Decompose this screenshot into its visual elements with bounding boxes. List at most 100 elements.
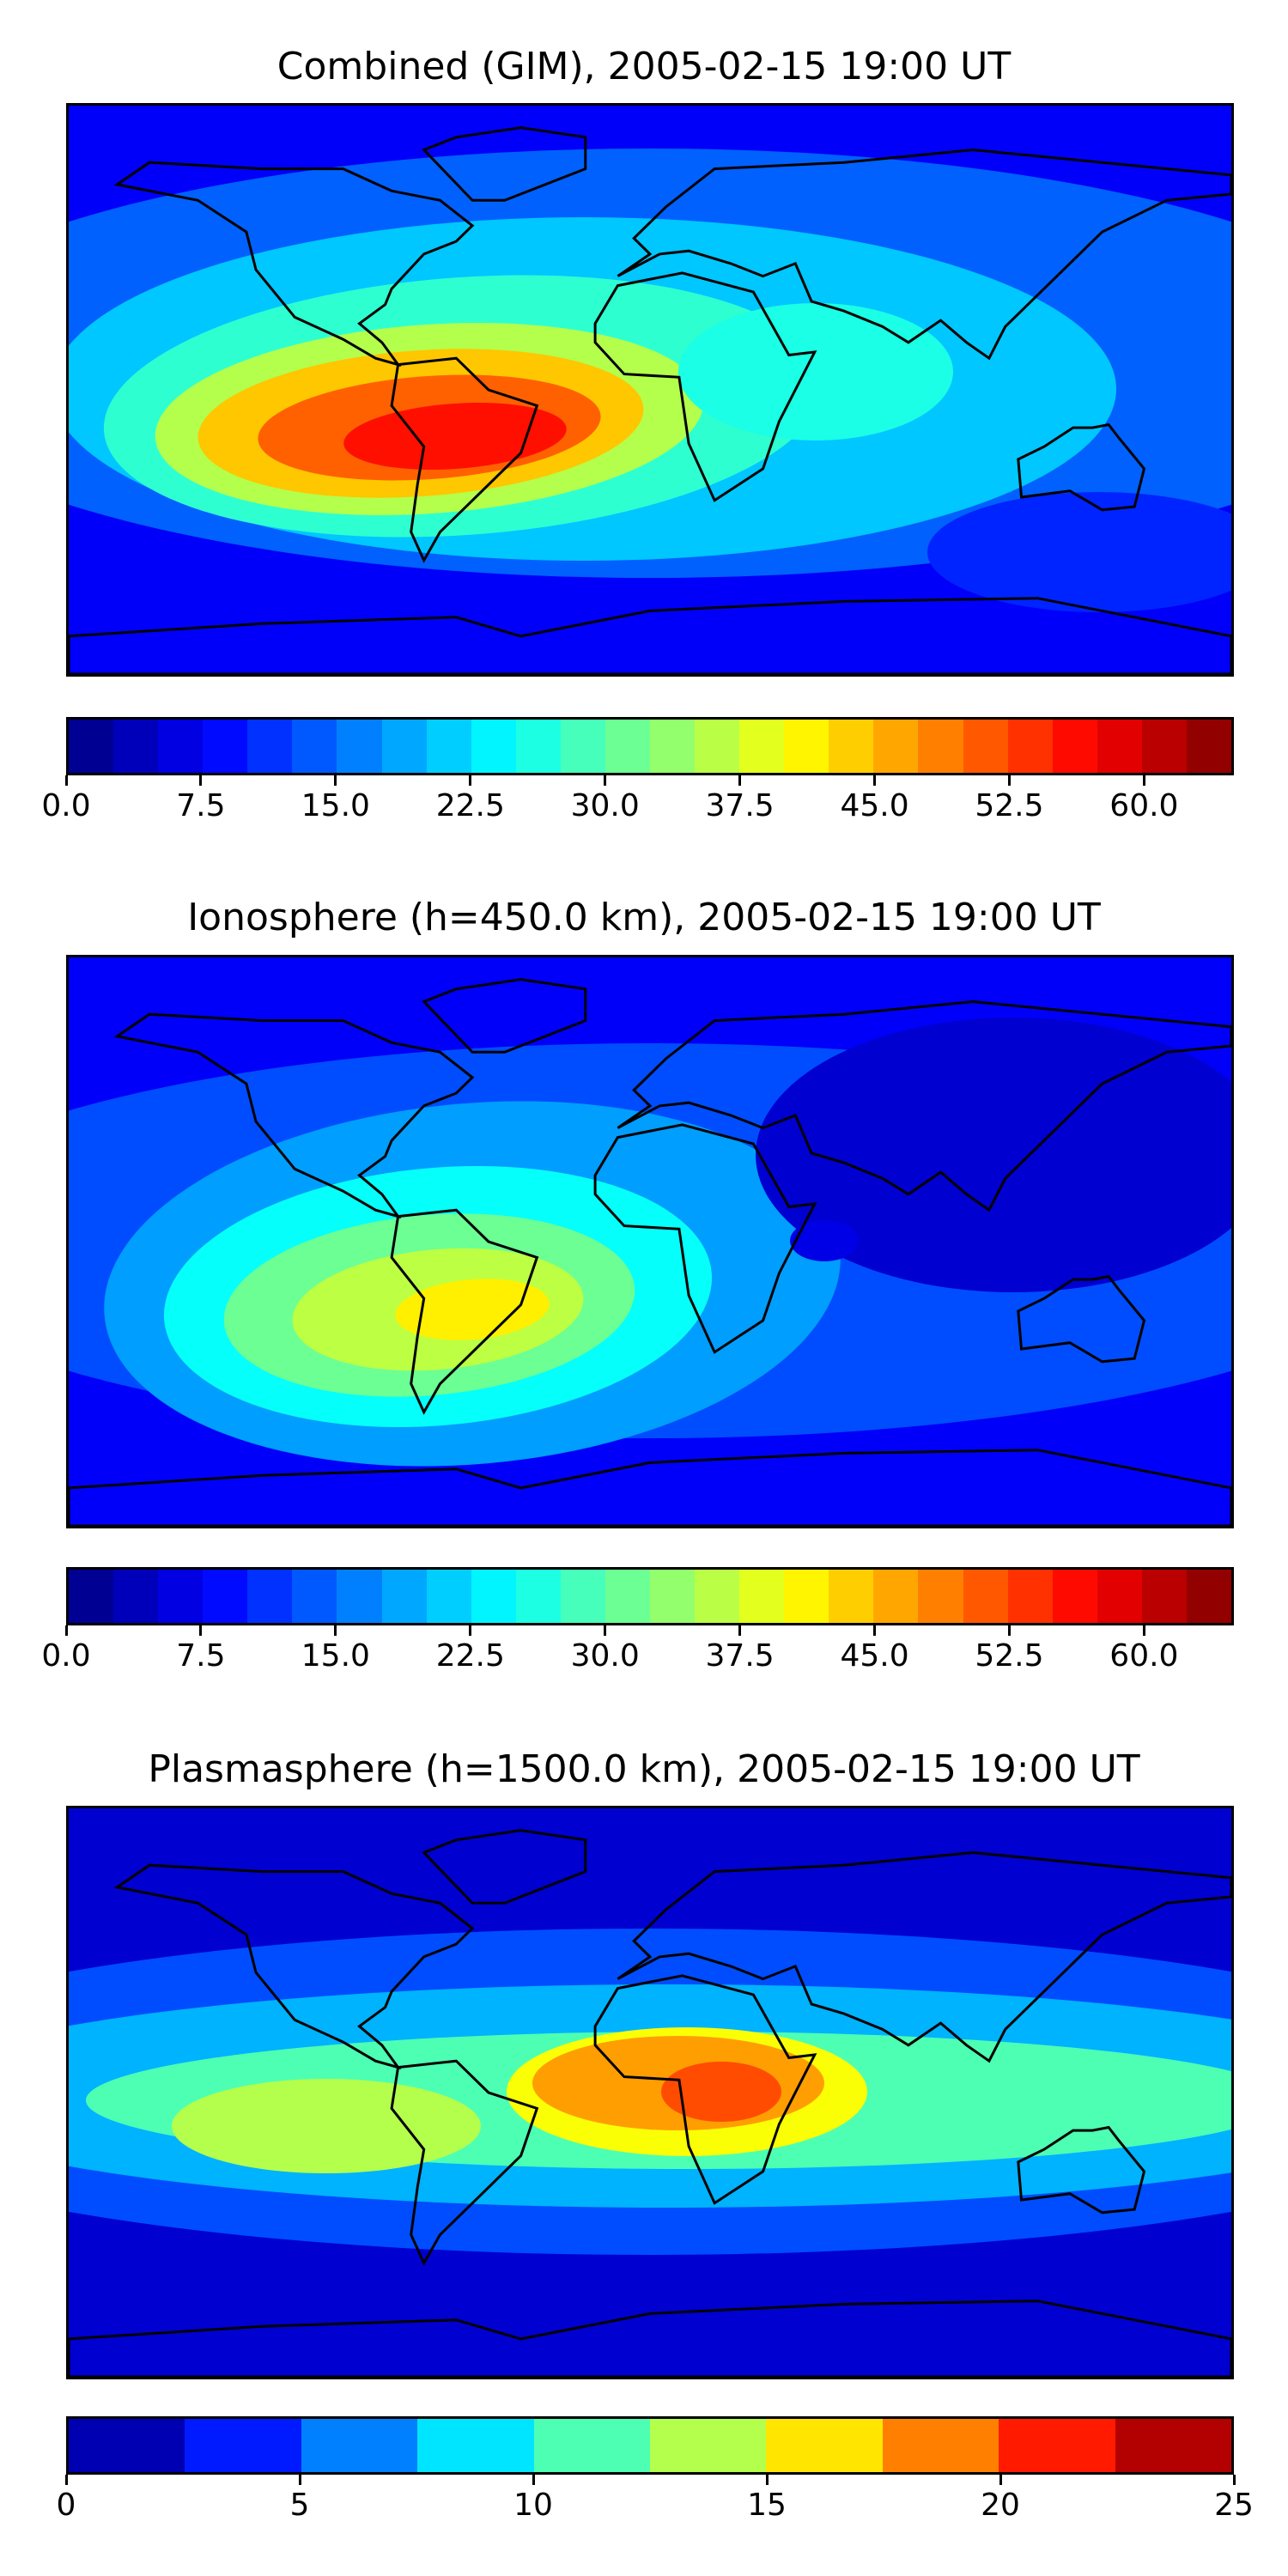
colorbar-tick-label: 15.0 xyxy=(301,788,370,823)
coastline-antarctica xyxy=(69,1449,1231,1526)
colorbar-segment xyxy=(605,720,651,773)
colorbar-segment xyxy=(650,720,696,773)
colorbar-segment xyxy=(515,1570,561,1623)
coastline-antarctica xyxy=(69,2300,1231,2377)
colorbar-segment xyxy=(337,1570,382,1623)
colorbar-tick-label: 30.0 xyxy=(570,1638,640,1674)
colorbar-tick xyxy=(1142,775,1145,786)
panel-2-colorbar xyxy=(66,1567,1234,1625)
colorbar-tick xyxy=(64,2475,68,2485)
colorbar-segment xyxy=(784,720,829,773)
colorbar-segment xyxy=(426,1570,471,1623)
colorbar-tick-label: 7.5 xyxy=(176,788,226,823)
map-svg xyxy=(69,106,1231,674)
colorbar-segment xyxy=(247,1570,293,1623)
colorbar-tick-label: 15 xyxy=(747,2488,787,2523)
coastline-australia xyxy=(1017,422,1146,512)
colorbar-segment xyxy=(292,1570,337,1623)
colorbar-tick-label: 52.5 xyxy=(975,788,1044,823)
coastline-africa xyxy=(593,1974,817,2205)
colorbar-segment xyxy=(784,1570,829,1623)
colorbar-tick xyxy=(604,775,607,786)
colorbar-segment xyxy=(426,720,471,773)
colorbar-segment xyxy=(1097,1570,1142,1623)
panel-3-title: Plasmasphere (h=1500.0 km), 2005-02-15 1… xyxy=(148,1747,1140,1791)
colorbar-tick xyxy=(1007,775,1011,786)
panel-2-title: Ionosphere (h=450.0 km), 2005-02-15 19:0… xyxy=(187,896,1101,939)
colorbar-tick xyxy=(298,2475,301,2485)
colorbar-segment xyxy=(158,1570,204,1623)
colorbar-tick-label: 15.0 xyxy=(301,1638,370,1674)
colorbar-segment xyxy=(882,2419,999,2472)
coastline-north-america xyxy=(113,1012,475,1219)
colorbar-tick xyxy=(1142,1625,1145,1636)
colorbar-tick xyxy=(604,1625,607,1636)
colorbar-tick xyxy=(64,775,68,786)
colorbar-tick xyxy=(469,775,472,786)
colorbar-segment xyxy=(918,720,963,773)
colorbar-segment xyxy=(650,1570,696,1623)
colorbar-segment xyxy=(69,2419,185,2472)
band-7 xyxy=(661,2062,781,2122)
coastline-africa xyxy=(593,271,817,502)
coastline-greenland xyxy=(422,126,587,202)
coastline-south-america xyxy=(390,2059,539,2266)
colorbar-tick xyxy=(765,2475,769,2485)
colorbar-segment xyxy=(381,720,427,773)
map-svg xyxy=(69,1808,1231,2377)
colorbar-segment xyxy=(918,1570,963,1623)
colorbar-segment xyxy=(471,1570,516,1623)
colorbar-tick-label: 22.5 xyxy=(435,1638,505,1674)
colorbar-segment xyxy=(739,720,785,773)
colorbar-segment xyxy=(963,1570,1008,1623)
coastline-eurasia xyxy=(617,999,1231,1212)
colorbar-segment xyxy=(1007,720,1053,773)
colorbar-segment xyxy=(1186,720,1231,773)
panel-1-map xyxy=(66,103,1234,677)
colorbar-tick xyxy=(738,1625,742,1636)
colorbar-tick-label: 37.5 xyxy=(705,788,775,823)
colorbar-segment xyxy=(247,720,293,773)
colorbar-tick xyxy=(199,775,203,786)
colorbar-tick-label: 7.5 xyxy=(176,1638,226,1674)
panel-3-map xyxy=(66,1806,1234,2379)
colorbar-segment xyxy=(185,2419,301,2472)
colorbar-segment xyxy=(533,2419,651,2472)
panel-3-colorbar xyxy=(66,2416,1234,2475)
colorbar-segment xyxy=(471,720,516,773)
coastline-south-america xyxy=(390,356,539,563)
colorbar-segment xyxy=(1141,1570,1187,1623)
coastline-australia xyxy=(1017,1274,1146,1364)
panel-1-colorbar xyxy=(66,717,1234,775)
band-4 xyxy=(172,2079,481,2173)
colorbar-segment xyxy=(560,1570,605,1623)
coastline-australia xyxy=(1017,2125,1146,2215)
coastline-antarctica xyxy=(69,597,1231,674)
low-region xyxy=(756,1018,1231,1292)
colorbar-tick xyxy=(738,775,742,786)
coastline-eurasia xyxy=(617,1850,1231,2063)
colorbar-segment xyxy=(515,720,561,773)
colorbar-tick xyxy=(334,775,337,786)
colorbar-tick-label: 45.0 xyxy=(840,788,909,823)
colorbar-segment xyxy=(158,720,204,773)
colorbar-segment xyxy=(203,1570,248,1623)
colorbar-segment xyxy=(695,1570,740,1623)
colorbar-segment xyxy=(829,1570,874,1623)
coastline-north-america xyxy=(113,1863,475,2070)
colorbar-tick xyxy=(532,2475,535,2485)
colorbar-segment xyxy=(766,2419,883,2472)
colorbar-segment xyxy=(560,720,605,773)
coastline-eurasia xyxy=(617,148,1231,361)
colorbar-segment xyxy=(873,1570,919,1623)
colorbar-tick-label: 30.0 xyxy=(570,788,640,823)
colorbar-tick-label: 0.0 xyxy=(41,1638,91,1674)
coastline-north-america xyxy=(113,161,475,368)
colorbar-tick xyxy=(1007,1625,1011,1636)
coastline-south-america xyxy=(390,1208,539,1415)
colorbar-segment xyxy=(417,2419,534,2472)
coastline-greenland xyxy=(422,978,587,1054)
colorbar-tick-label: 20 xyxy=(981,2488,1020,2523)
colorbar-segment xyxy=(69,1570,114,1623)
coastline-greenland xyxy=(422,1829,587,1905)
